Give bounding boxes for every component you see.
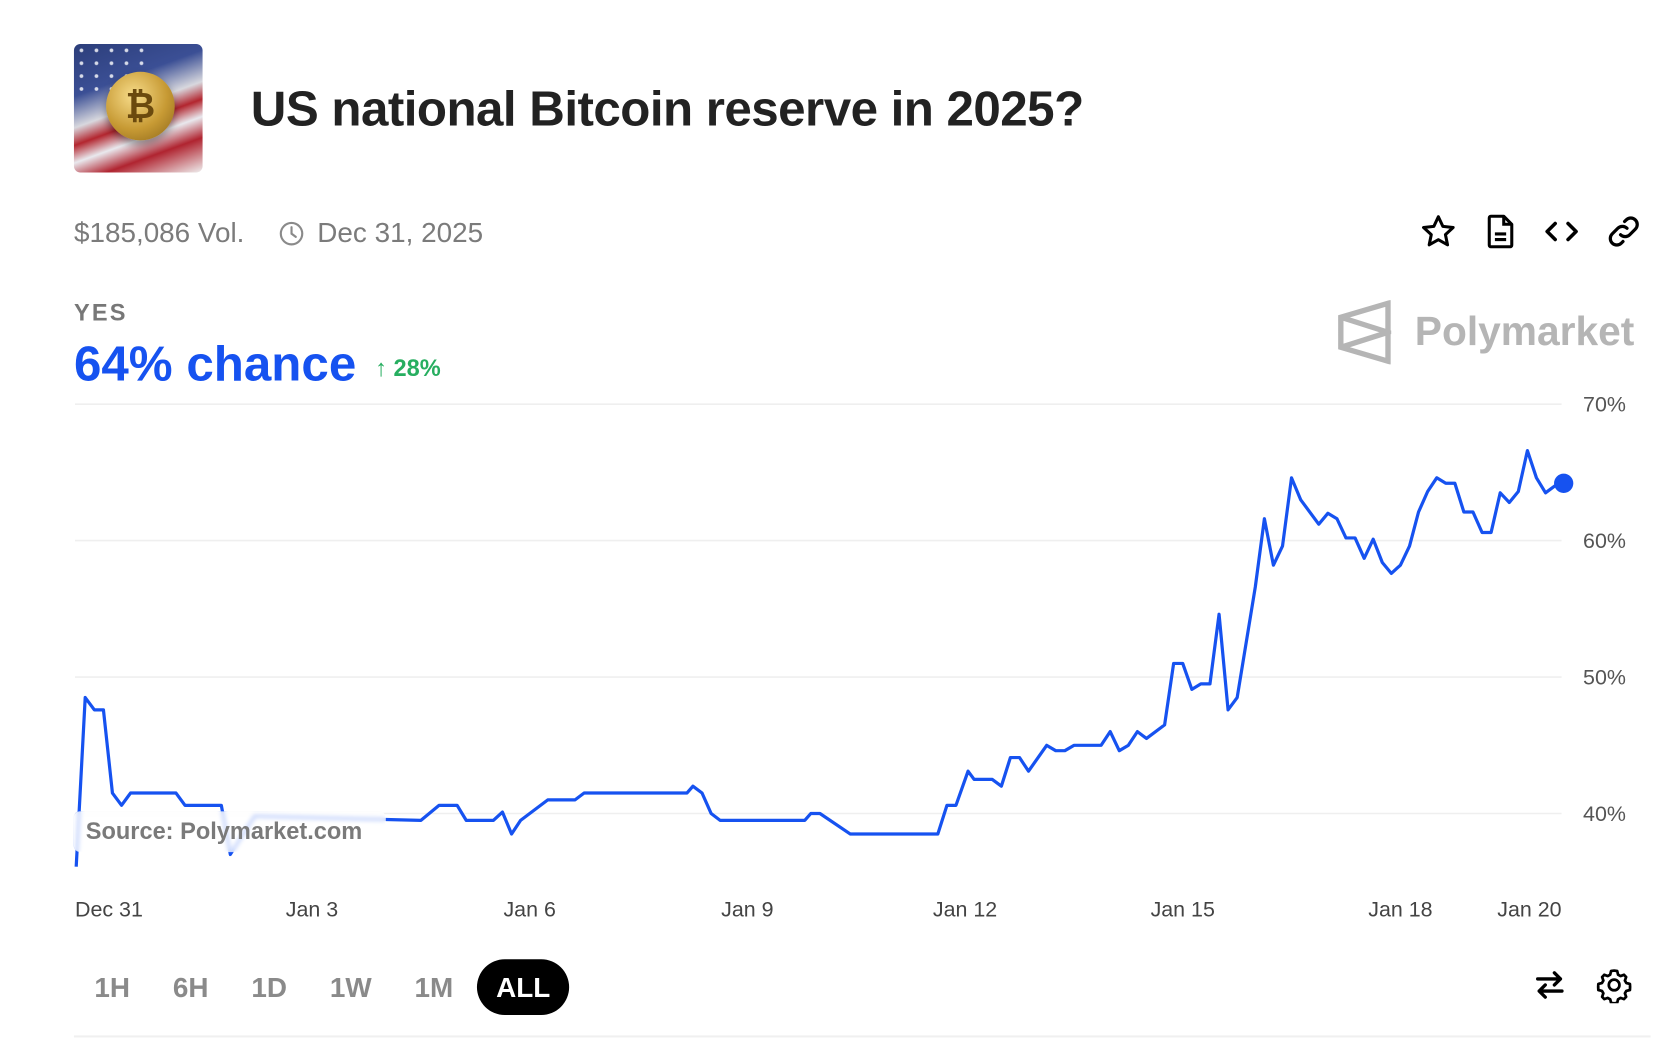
y-tick-label: 60% <box>1583 529 1626 553</box>
settings-icon[interactable] <box>1596 967 1632 1004</box>
change-value: 28% <box>393 354 441 382</box>
x-tick-label: Dec 31 <box>75 897 143 921</box>
range-button-all[interactable]: ALL <box>476 959 570 1015</box>
price-chart[interactable]: 40% 50% 60% 70% Dec 31 Jan 3 Jan 6 Jan 9 Jan 12… <box>0 386 1672 943</box>
market-thumbnail: ₿ <box>73 43 203 173</box>
range-button-1w[interactable]: 1W <box>329 971 372 1004</box>
arrow-up-icon: ↑ <box>375 354 394 382</box>
brand-name: Polymarket <box>1414 309 1635 355</box>
x-axis: Dec 31 Jan 3 Jan 6 Jan 9 Jan 12 Jan 15 Jan 18 J… <box>75 897 1562 921</box>
polymarket-watermark: Polymarket <box>1338 300 1635 365</box>
current-price-dot <box>1554 473 1574 493</box>
x-tick-label: Jan 12 <box>933 897 997 921</box>
y-tick-label: 70% <box>1583 393 1626 417</box>
x-tick-label: Jan 3 <box>286 897 338 921</box>
swap-icon[interactable] <box>1532 967 1568 1003</box>
chance-value: 64% chance <box>73 335 357 392</box>
outcome-label: YES <box>73 299 128 326</box>
range-selector: 1H 6H 1D 1W 1M ALL <box>75 959 574 1015</box>
source-label: Source: Polymarket.com <box>73 811 386 853</box>
bottom-divider <box>73 1035 1651 1038</box>
market-meta: $185,086 Vol. Dec 31, 2025 <box>74 217 483 250</box>
range-button-6h[interactable]: 6H <box>172 971 209 1004</box>
market-title: US national Bitcoin reserve in 2025? <box>250 80 1084 137</box>
document-icon[interactable] <box>1481 212 1520 251</box>
price-line <box>74 448 1565 867</box>
x-tick-label: Jan 20 <box>1497 897 1561 921</box>
volume: $185,086 Vol. <box>73 216 245 249</box>
x-tick-label: Jan 15 <box>1151 897 1215 921</box>
chance-change: ↑ 28% <box>375 355 441 383</box>
range-button-1m[interactable]: 1M <box>414 971 454 1004</box>
y-tick-label: 40% <box>1583 802 1626 826</box>
x-tick-label: Jan 9 <box>721 897 773 921</box>
bitcoin-icon: ₿ <box>106 71 175 141</box>
x-tick-label: Jan 18 <box>1368 897 1432 921</box>
link-icon[interactable] <box>1604 212 1643 251</box>
clock-icon <box>279 221 304 245</box>
range-button-1h[interactable]: 1H <box>94 971 130 1004</box>
code-icon[interactable] <box>1542 212 1581 251</box>
range-button-1d[interactable]: 1D <box>251 971 287 1004</box>
y-axis: 40% 50% 60% 70% <box>1583 393 1626 826</box>
x-tick-label: Jan 6 <box>503 897 555 921</box>
star-icon[interactable] <box>1419 212 1458 251</box>
polymarket-logo-icon <box>1338 300 1392 365</box>
end-date: Dec 31, 2025 <box>317 216 484 249</box>
y-tick-label: 50% <box>1583 666 1626 690</box>
grid-lines <box>75 403 1562 815</box>
